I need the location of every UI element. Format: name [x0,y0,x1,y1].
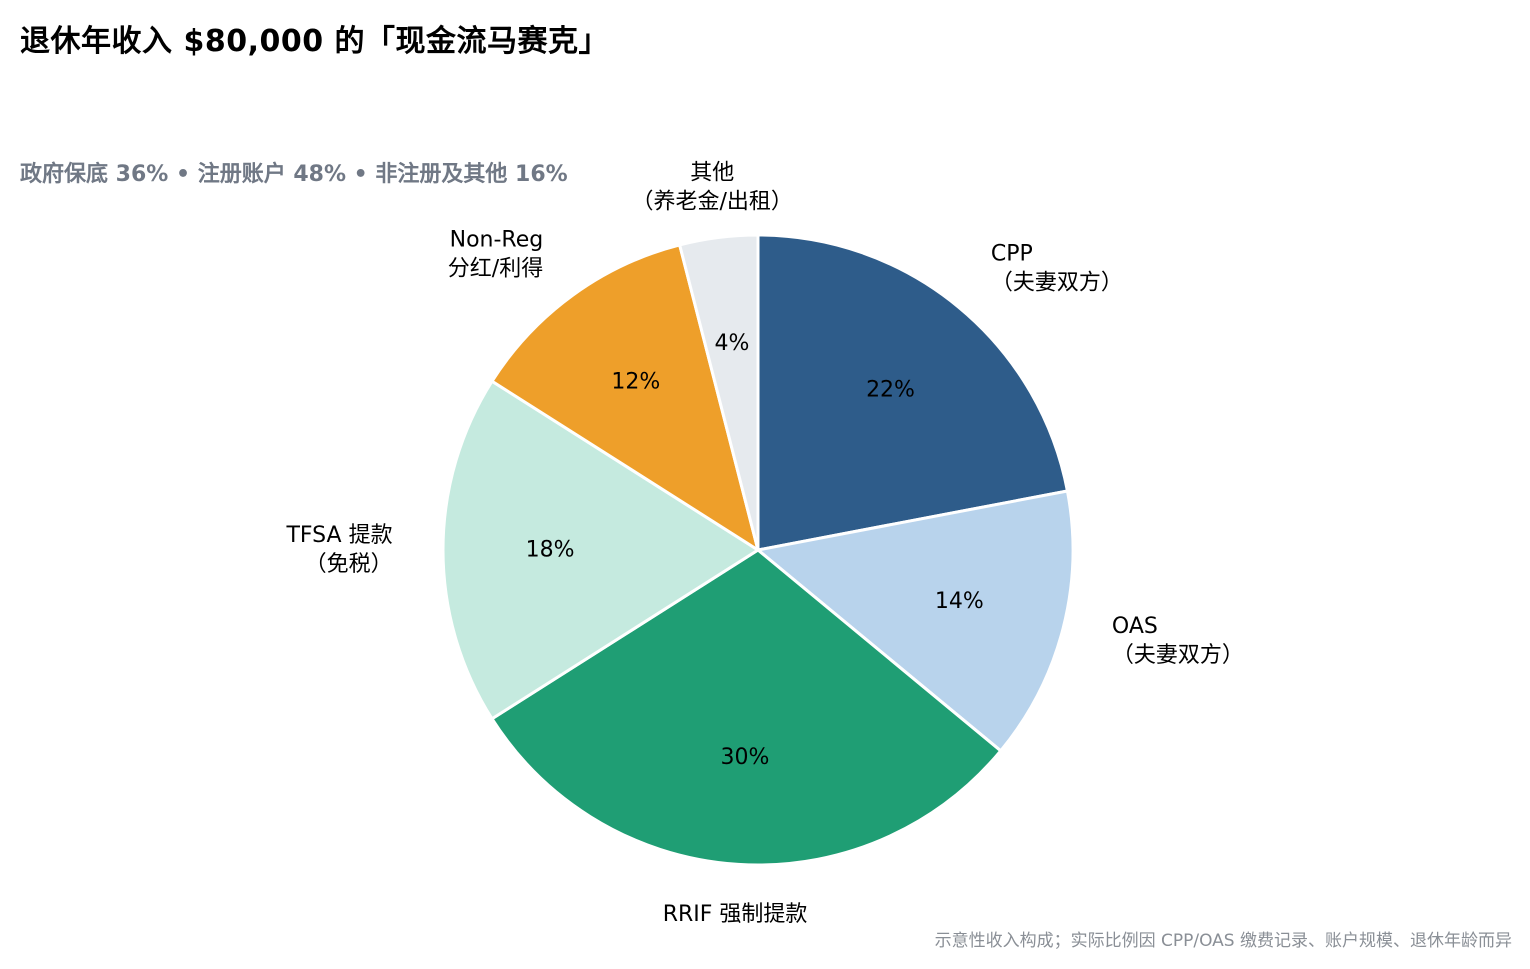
slice-percent-label-4: 12% [611,369,660,394]
slice-category-label-line: （夫妻双方） [991,270,1123,295]
slice-percent-label-2: 30% [720,745,769,770]
slice-category-label-5: 其他 （养老金/出租） [631,160,792,214]
slice-category-label-0: CPP （夫妻双方） [991,241,1123,295]
slice-percent-label-0: 22% [866,377,915,402]
slice-percent-label-3: 18% [526,538,575,563]
slice-category-label-line: RRIF 强制提款 [663,902,808,927]
slice-category-label-line: （夫妻双方） [1112,643,1244,668]
slice-category-label-4: Non-Reg 分红/利得 [448,227,543,281]
pie-slice-4 [490,243,760,552]
slice-category-label-line: TFSA 提款 [285,523,392,548]
chart-subtitle: 政府保底 36% • 注册账户 48% • 非注册及其他 16% [20,162,568,187]
pie-slice-2 [490,548,1003,867]
slice-category-label-line: 分红/利得 [448,256,543,281]
slice-category-label-line: CPP [991,241,1033,266]
slice-category-label-line: 其他 [690,160,734,185]
slice-percent-label-1: 14% [935,589,984,614]
slice-category-label-2: RRIF 强制提款 [663,902,808,927]
pie-slice-1 [756,489,1075,753]
slice-category-label-1: OAS （夫妻双方） [1112,614,1244,668]
footnote: 示意性收入构成；实际比例因 CPP/OAS 缴费记录、账户规模、退休年龄而异 [934,931,1512,951]
chart-title: 退休年收入 $80,000 的「现金流马赛克」 [20,24,610,59]
slice-category-label-3: TFSA 提款 （免税） [285,523,392,577]
pie-slice-0 [756,233,1069,552]
slice-category-label-line: Non-Reg [450,227,544,252]
pie-slice-5 [678,233,760,552]
pie-slice-3 [441,379,760,721]
slice-category-label-line: （养老金/出租） [631,189,792,214]
slice-category-label-line: OAS [1112,614,1158,639]
slice-category-label-line: （免税） [305,552,393,577]
slice-percent-label-5: 4% [714,331,749,356]
